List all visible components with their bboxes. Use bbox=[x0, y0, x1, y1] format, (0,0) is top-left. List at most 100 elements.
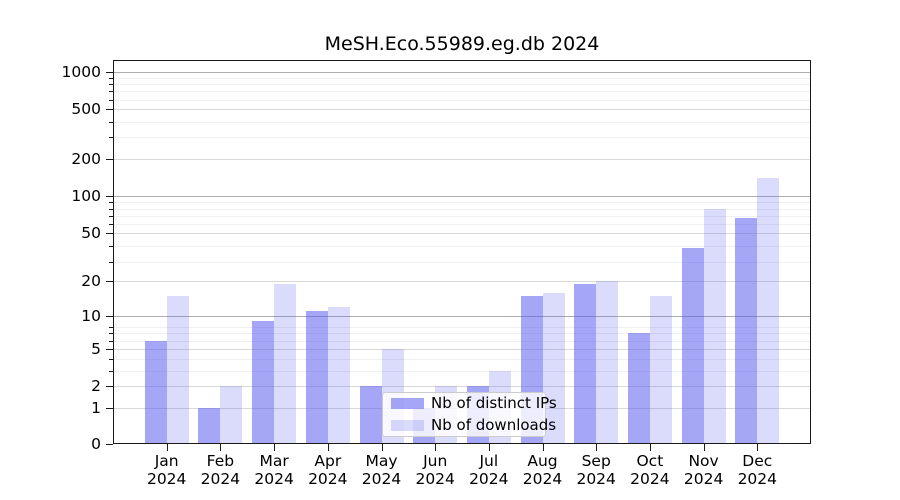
y-tick-label-200: 200 bbox=[71, 149, 101, 168]
bar-nb-of-downloads-aug bbox=[542, 292, 565, 444]
x-tick-year-text: 2024 bbox=[737, 470, 778, 488]
x-tick-year-text: 2024 bbox=[200, 470, 241, 488]
x-tick-month-text: Nov bbox=[688, 452, 719, 470]
gridline-major-5 bbox=[113, 348, 811, 350]
x-tick-month-text: May bbox=[365, 452, 398, 470]
x-tick-year-text: 2024 bbox=[308, 470, 348, 488]
legend-swatch-distinct-ips-icon bbox=[391, 398, 424, 409]
gridline-minor bbox=[113, 261, 811, 263]
gridline-major-500 bbox=[113, 109, 811, 111]
x-tick-mark-aug bbox=[542, 444, 544, 451]
x-tick-label-jan: Jan 2024 bbox=[132, 452, 202, 488]
gridline-minor bbox=[113, 340, 811, 342]
x-tick-month-text: Mar bbox=[259, 452, 289, 470]
gridline-minor bbox=[113, 246, 811, 248]
x-tick-label-oct: Oct 2024 bbox=[615, 452, 685, 488]
gridline-minor bbox=[113, 202, 811, 204]
y-tick-label-1000: 1000 bbox=[61, 62, 101, 81]
x-tick-year-text: 2024 bbox=[630, 470, 670, 488]
y-tick-label-20: 20 bbox=[81, 272, 101, 291]
gridline-minor bbox=[113, 84, 811, 86]
x-tick-year-text: 2024 bbox=[361, 470, 402, 488]
x-tick-mark-jan bbox=[166, 444, 168, 451]
x-tick-mark-oct bbox=[649, 444, 651, 451]
legend: Nb of distinct IPs Nb of downloads bbox=[382, 392, 557, 437]
x-tick-month-text: Apr bbox=[314, 452, 342, 470]
x-tick-mark-mar bbox=[274, 444, 276, 451]
gridline-minor bbox=[113, 333, 811, 335]
y-tick-label-10: 10 bbox=[81, 307, 101, 325]
y-minor-tick-mark bbox=[109, 121, 113, 123]
x-tick-year-text: 2024 bbox=[254, 470, 294, 488]
y-tick-label-1: 1 bbox=[91, 399, 101, 418]
y-minor-tick-mark bbox=[109, 224, 113, 226]
x-tick-mark-jul bbox=[488, 444, 490, 451]
y-tick-mark-5 bbox=[106, 348, 113, 350]
x-tick-year-text: 2024 bbox=[683, 470, 724, 488]
x-tick-year-text: 2024 bbox=[469, 470, 509, 488]
bar-nb-of-downloads-nov bbox=[703, 209, 726, 444]
gridline-minor bbox=[113, 208, 811, 210]
x-tick-month-text: Jun bbox=[423, 452, 448, 470]
bar-nb-of-distinct-ips-oct bbox=[627, 333, 650, 444]
x-tick-year-text: 2024 bbox=[522, 470, 563, 488]
y-minor-tick-mark bbox=[109, 326, 113, 328]
gridline-minor bbox=[113, 224, 811, 226]
x-tick-label-mar: Mar 2024 bbox=[239, 452, 309, 488]
y-tick-label-50: 50 bbox=[81, 224, 101, 242]
y-tick-mark-20 bbox=[106, 281, 113, 283]
gridline-minor bbox=[113, 77, 811, 79]
bar-nb-of-distinct-ips-nov bbox=[681, 247, 704, 444]
y-tick-mark-100 bbox=[106, 196, 113, 198]
x-tick-label-feb: Feb 2024 bbox=[185, 452, 255, 488]
gridline-minor bbox=[113, 370, 811, 372]
gridline-minor bbox=[113, 137, 811, 139]
x-tick-month-text: Jan bbox=[154, 452, 179, 470]
x-tick-year-text: 2024 bbox=[576, 470, 616, 488]
gridline-major-2 bbox=[113, 386, 811, 388]
y-tick-mark-1 bbox=[106, 408, 113, 410]
x-tick-mark-nov bbox=[703, 444, 705, 451]
x-tick-month-text: Aug bbox=[527, 452, 558, 470]
x-tick-year-text: 2024 bbox=[146, 470, 187, 488]
y-tick-mark-2 bbox=[106, 386, 113, 388]
legend-row-distinct-ips: Nb of distinct IPs bbox=[391, 394, 557, 413]
y-tick-mark-10 bbox=[106, 316, 113, 317]
y-minor-tick-mark bbox=[109, 215, 113, 217]
gridline-major-100 bbox=[113, 196, 811, 198]
y-minor-tick-mark bbox=[109, 333, 113, 335]
y-tick-mark-50 bbox=[106, 233, 113, 234]
y-minor-tick-mark bbox=[109, 340, 113, 342]
y-minor-tick-mark bbox=[109, 370, 113, 372]
y-minor-tick-mark bbox=[109, 99, 113, 101]
bar-nb-of-distinct-ips-apr bbox=[305, 311, 328, 444]
y-minor-tick-mark bbox=[109, 246, 113, 248]
bar-nb-of-downloads-oct bbox=[649, 295, 672, 444]
chart-title: MeSH.Eco.55989.eg.db 2024 bbox=[324, 33, 600, 55]
bar-nb-of-downloads-dec bbox=[757, 178, 780, 444]
gridline-major-1000 bbox=[113, 71, 811, 73]
bar-nb-of-downloads-apr bbox=[327, 307, 350, 444]
x-tick-label-jun: Jun 2024 bbox=[400, 452, 470, 488]
x-tick-label-may: May 2024 bbox=[347, 452, 417, 488]
gridline-minor bbox=[113, 215, 811, 217]
gridline-minor bbox=[113, 358, 811, 360]
y-tick-mark-1000 bbox=[106, 71, 113, 73]
y-tick-label-500: 500 bbox=[71, 100, 101, 119]
x-tick-mark-dec bbox=[757, 444, 759, 451]
y-minor-tick-mark bbox=[109, 91, 113, 93]
gridline-major-50 bbox=[113, 233, 811, 234]
y-minor-tick-mark bbox=[109, 202, 113, 204]
gridline-minor bbox=[113, 99, 811, 101]
x-tick-month-text: Sep bbox=[581, 452, 611, 470]
legend-swatch-downloads-icon bbox=[391, 420, 424, 431]
y-tick-mark-500 bbox=[106, 109, 113, 111]
bar-nb-of-distinct-ips-feb bbox=[198, 408, 221, 444]
y-minor-tick-mark bbox=[109, 358, 113, 360]
gridline-major-10 bbox=[113, 316, 811, 317]
bar-nb-of-downloads-feb bbox=[220, 386, 243, 444]
x-tick-label-aug: Aug 2024 bbox=[508, 452, 578, 488]
x-tick-label-sep: Sep 2024 bbox=[561, 452, 631, 488]
x-tick-mark-sep bbox=[596, 444, 598, 451]
